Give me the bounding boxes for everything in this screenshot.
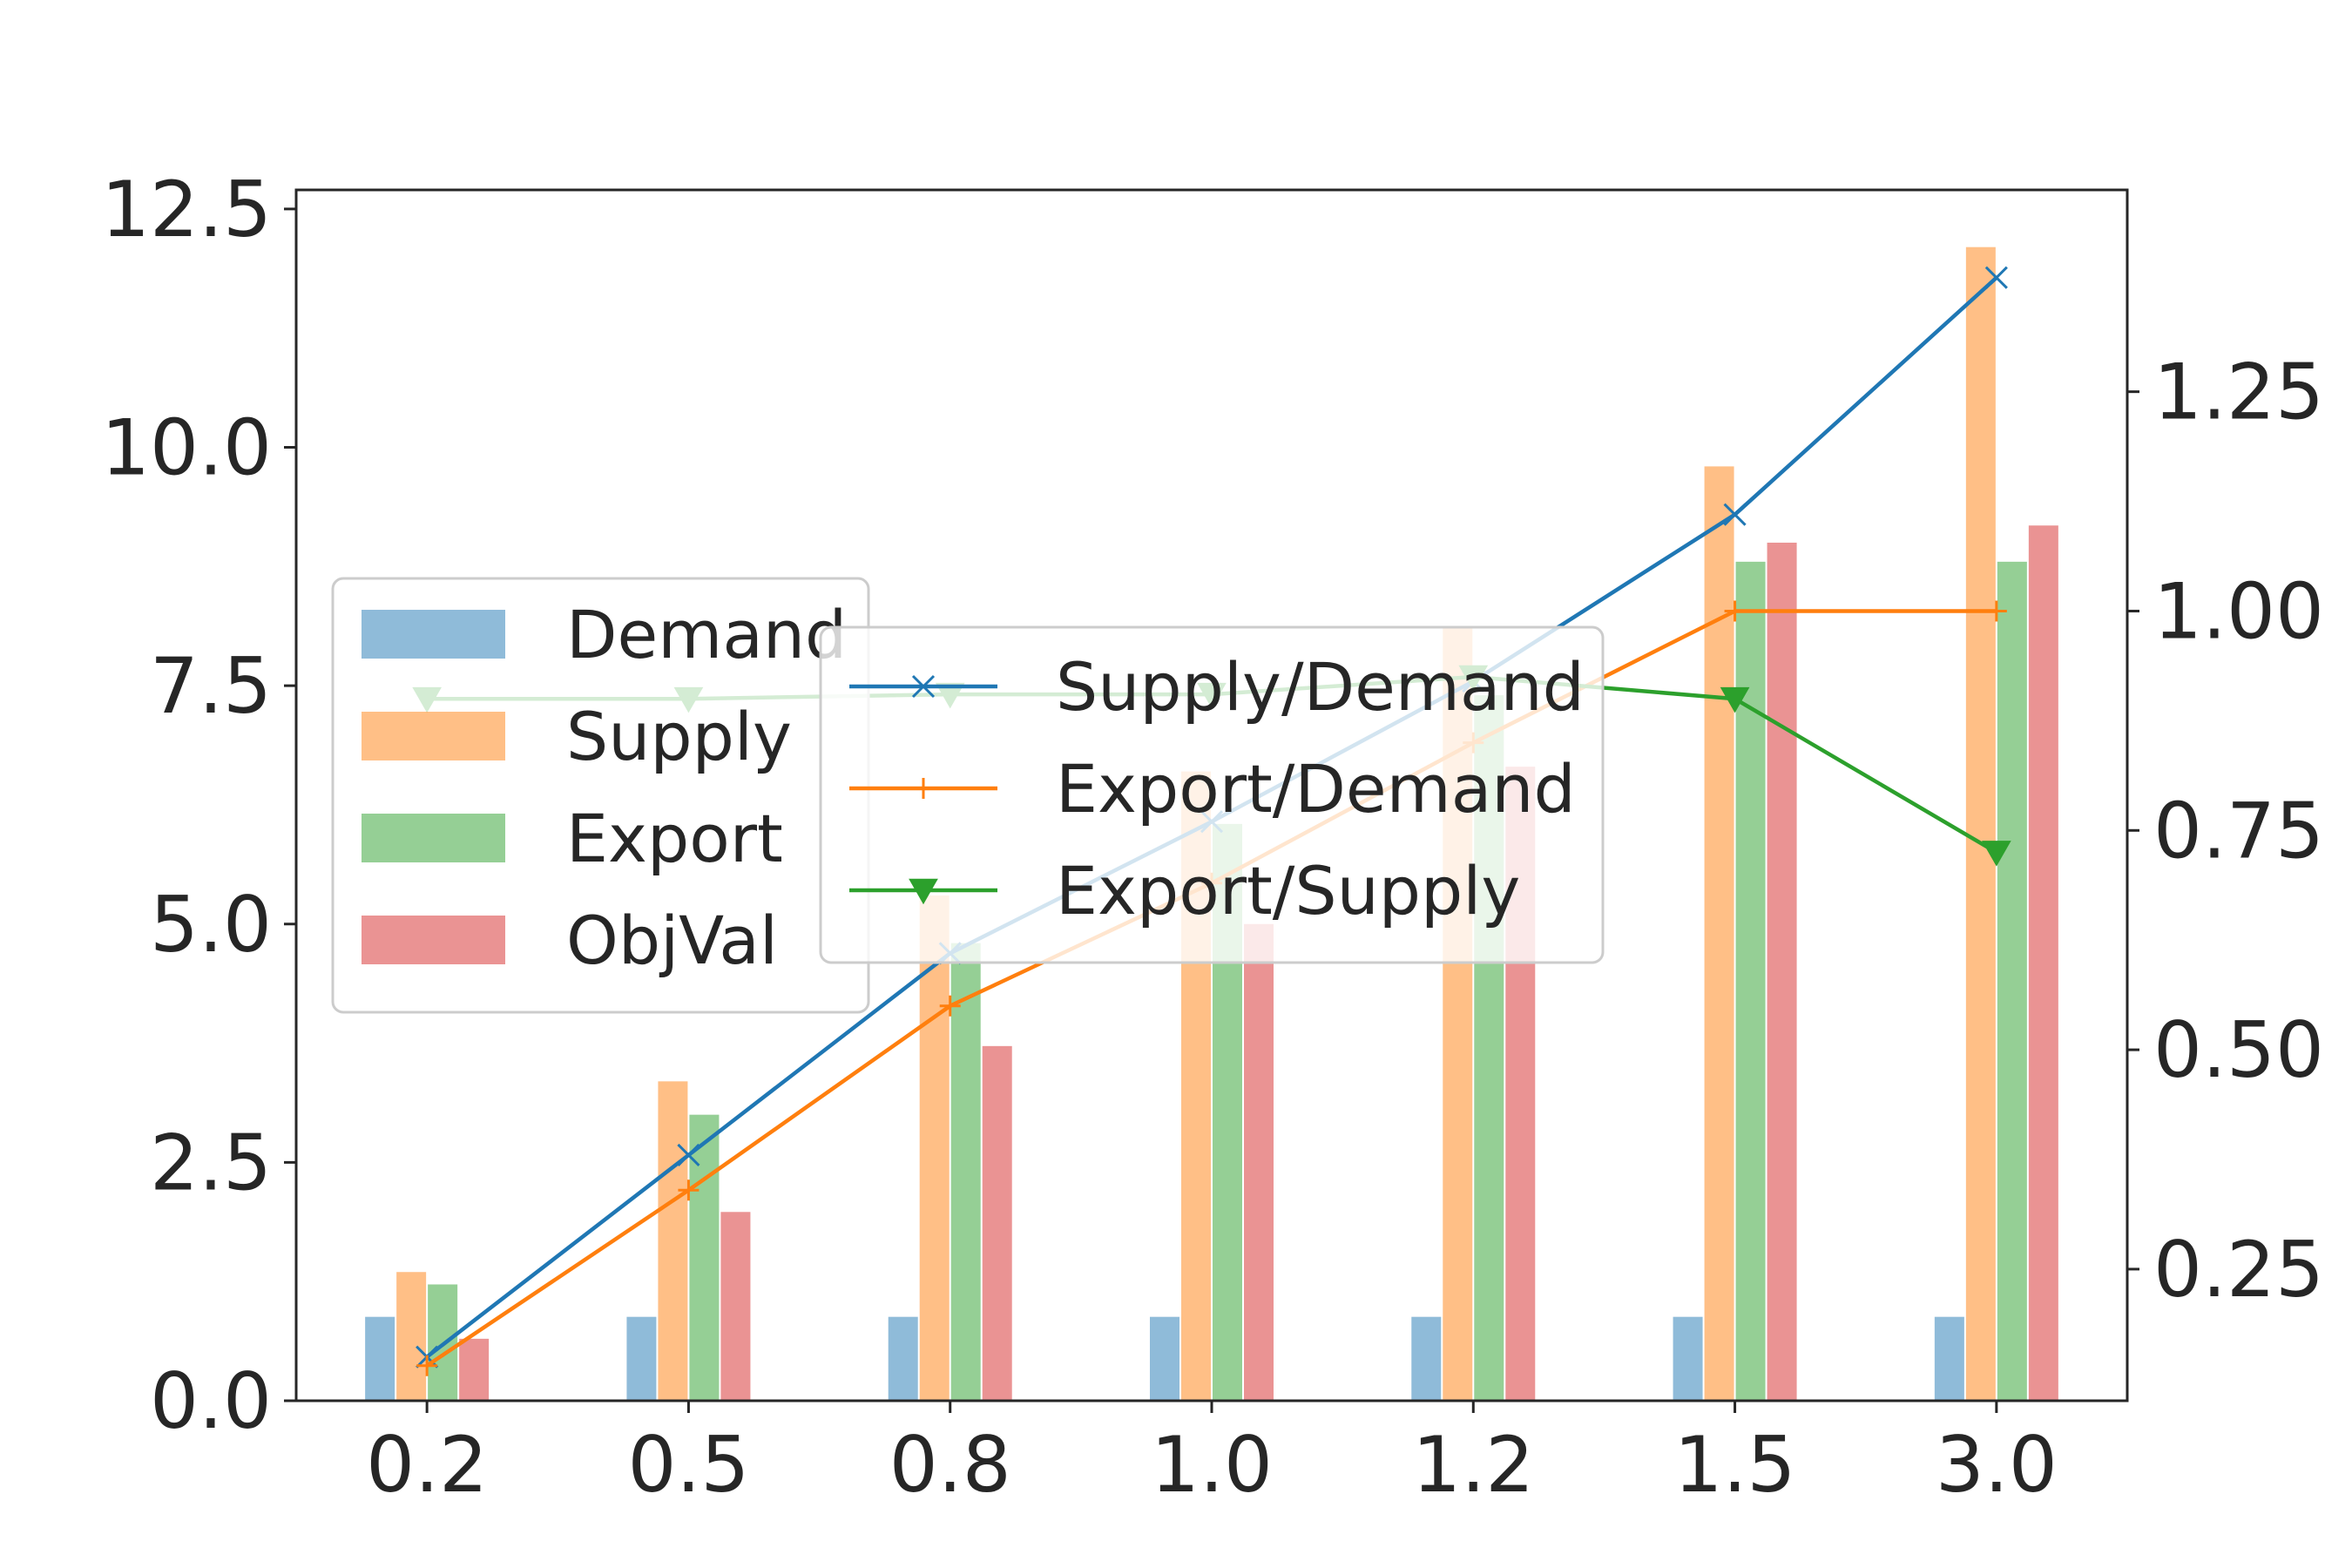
legend-label-export-demand: Export/Demand <box>1056 750 1576 828</box>
right-tick-label: 0.25 <box>2153 1225 2324 1315</box>
bar-objval-1.5 <box>1767 542 1797 1401</box>
bar-objval-0.5 <box>720 1212 751 1401</box>
x-tick-label: 1.5 <box>1674 1420 1796 1510</box>
right-tick-label: 1.25 <box>2153 348 2324 437</box>
bar-demand-1.5 <box>1673 1316 1703 1401</box>
marker-supply-demand-0.5 <box>677 1143 700 1167</box>
legend-swatch-objval <box>362 916 505 964</box>
bar-demand-0.8 <box>888 1316 918 1401</box>
bar-export-0.5 <box>689 1114 720 1401</box>
bar-supply-1.5 <box>1704 466 1734 1401</box>
bar-supply-3.0 <box>1965 247 1996 1401</box>
legend-marker-export-demand <box>913 778 934 799</box>
left-y-axis: 0.0 2.5 5.0 7.5 10.0 12.5 <box>101 165 296 1446</box>
right-y-axis: 0.25 0.50 0.75 1.00 1.25 <box>2127 348 2324 1315</box>
left-tick-label: 2.5 <box>150 1118 272 1207</box>
bar-supply-0.2 <box>396 1272 427 1401</box>
legend-label-export-supply: Export/Supply <box>1056 852 1520 929</box>
right-tick-label: 1.00 <box>2153 566 2324 656</box>
left-tick-label: 0.0 <box>150 1356 272 1446</box>
marker-export-supply-1.5 <box>1720 686 1750 713</box>
x-tick-label: 0.2 <box>366 1420 488 1510</box>
legend-label-supply-demand: Supply/Demand <box>1056 648 1585 726</box>
legend-label-supply: Supply <box>566 698 792 775</box>
x-tick-label: 0.8 <box>889 1420 1011 1510</box>
x-tick-label: 0.5 <box>627 1420 749 1510</box>
line-legend-box <box>819 625 1605 964</box>
marker-export-supply-3.0 <box>1981 841 2011 867</box>
x-axis: 0.2 0.5 0.8 1.0 1.2 1.5 3.0 <box>366 1401 2058 1510</box>
x-tick-label: 1.2 <box>1412 1420 1534 1510</box>
bar-export-3.0 <box>1997 561 2027 1401</box>
legend-swatch-supply <box>362 712 505 760</box>
left-tick-label: 5.0 <box>150 880 272 970</box>
marker-supply-demand-3.0 <box>1984 266 2008 289</box>
bar-layer <box>365 247 2058 1401</box>
marker-export-demand-0.8 <box>939 995 961 1017</box>
left-tick-label: 12.5 <box>101 165 272 254</box>
bar-objval-3.0 <box>2028 525 2058 1401</box>
bar-objval-0.2 <box>459 1338 490 1401</box>
marker-export-demand-3.0 <box>1985 600 2007 622</box>
bar-demand-0.5 <box>626 1316 657 1401</box>
x-tick-label: 1.0 <box>1151 1420 1273 1510</box>
bar-demand-1.0 <box>1150 1316 1179 1401</box>
legend-swatch-export <box>362 814 505 862</box>
left-tick-label: 10.0 <box>101 403 272 493</box>
bar-demand-0.2 <box>365 1316 395 1401</box>
left-tick-label: 7.5 <box>150 641 272 731</box>
legend-label-objval: ObjVal <box>566 902 778 979</box>
legend-swatch-demand <box>362 610 505 659</box>
x-tick-label: 3.0 <box>1936 1420 2058 1510</box>
bar-legend: Demand Supply Export ObjVal <box>331 577 870 1014</box>
legend-label-demand: Demand <box>566 596 847 673</box>
bar-demand-3.0 <box>1934 1316 1964 1401</box>
bar-supply-0.8 <box>919 895 950 1401</box>
legend-marker-export-supply <box>909 878 938 905</box>
marker-export-demand-0.2 <box>416 1355 438 1376</box>
bar-objval-1.0 <box>1244 923 1274 1401</box>
legend-label-export: Export <box>566 800 783 877</box>
line-legend: Supply/Demand Export/Demand Export/Supply <box>819 625 1605 964</box>
bar-export-0.8 <box>950 943 981 1401</box>
marker-export-demand-0.5 <box>678 1179 700 1201</box>
bar-objval-0.8 <box>982 1045 1012 1401</box>
right-tick-label: 0.50 <box>2153 1005 2324 1095</box>
bar-supply-0.5 <box>658 1081 688 1401</box>
marker-supply-demand-1.5 <box>1723 503 1747 526</box>
legend-marker-supply-demand <box>911 674 936 699</box>
marker-export-demand-1.5 <box>1724 600 1746 622</box>
right-tick-label: 0.75 <box>2153 786 2324 875</box>
bar-demand-1.2 <box>1411 1316 1442 1401</box>
